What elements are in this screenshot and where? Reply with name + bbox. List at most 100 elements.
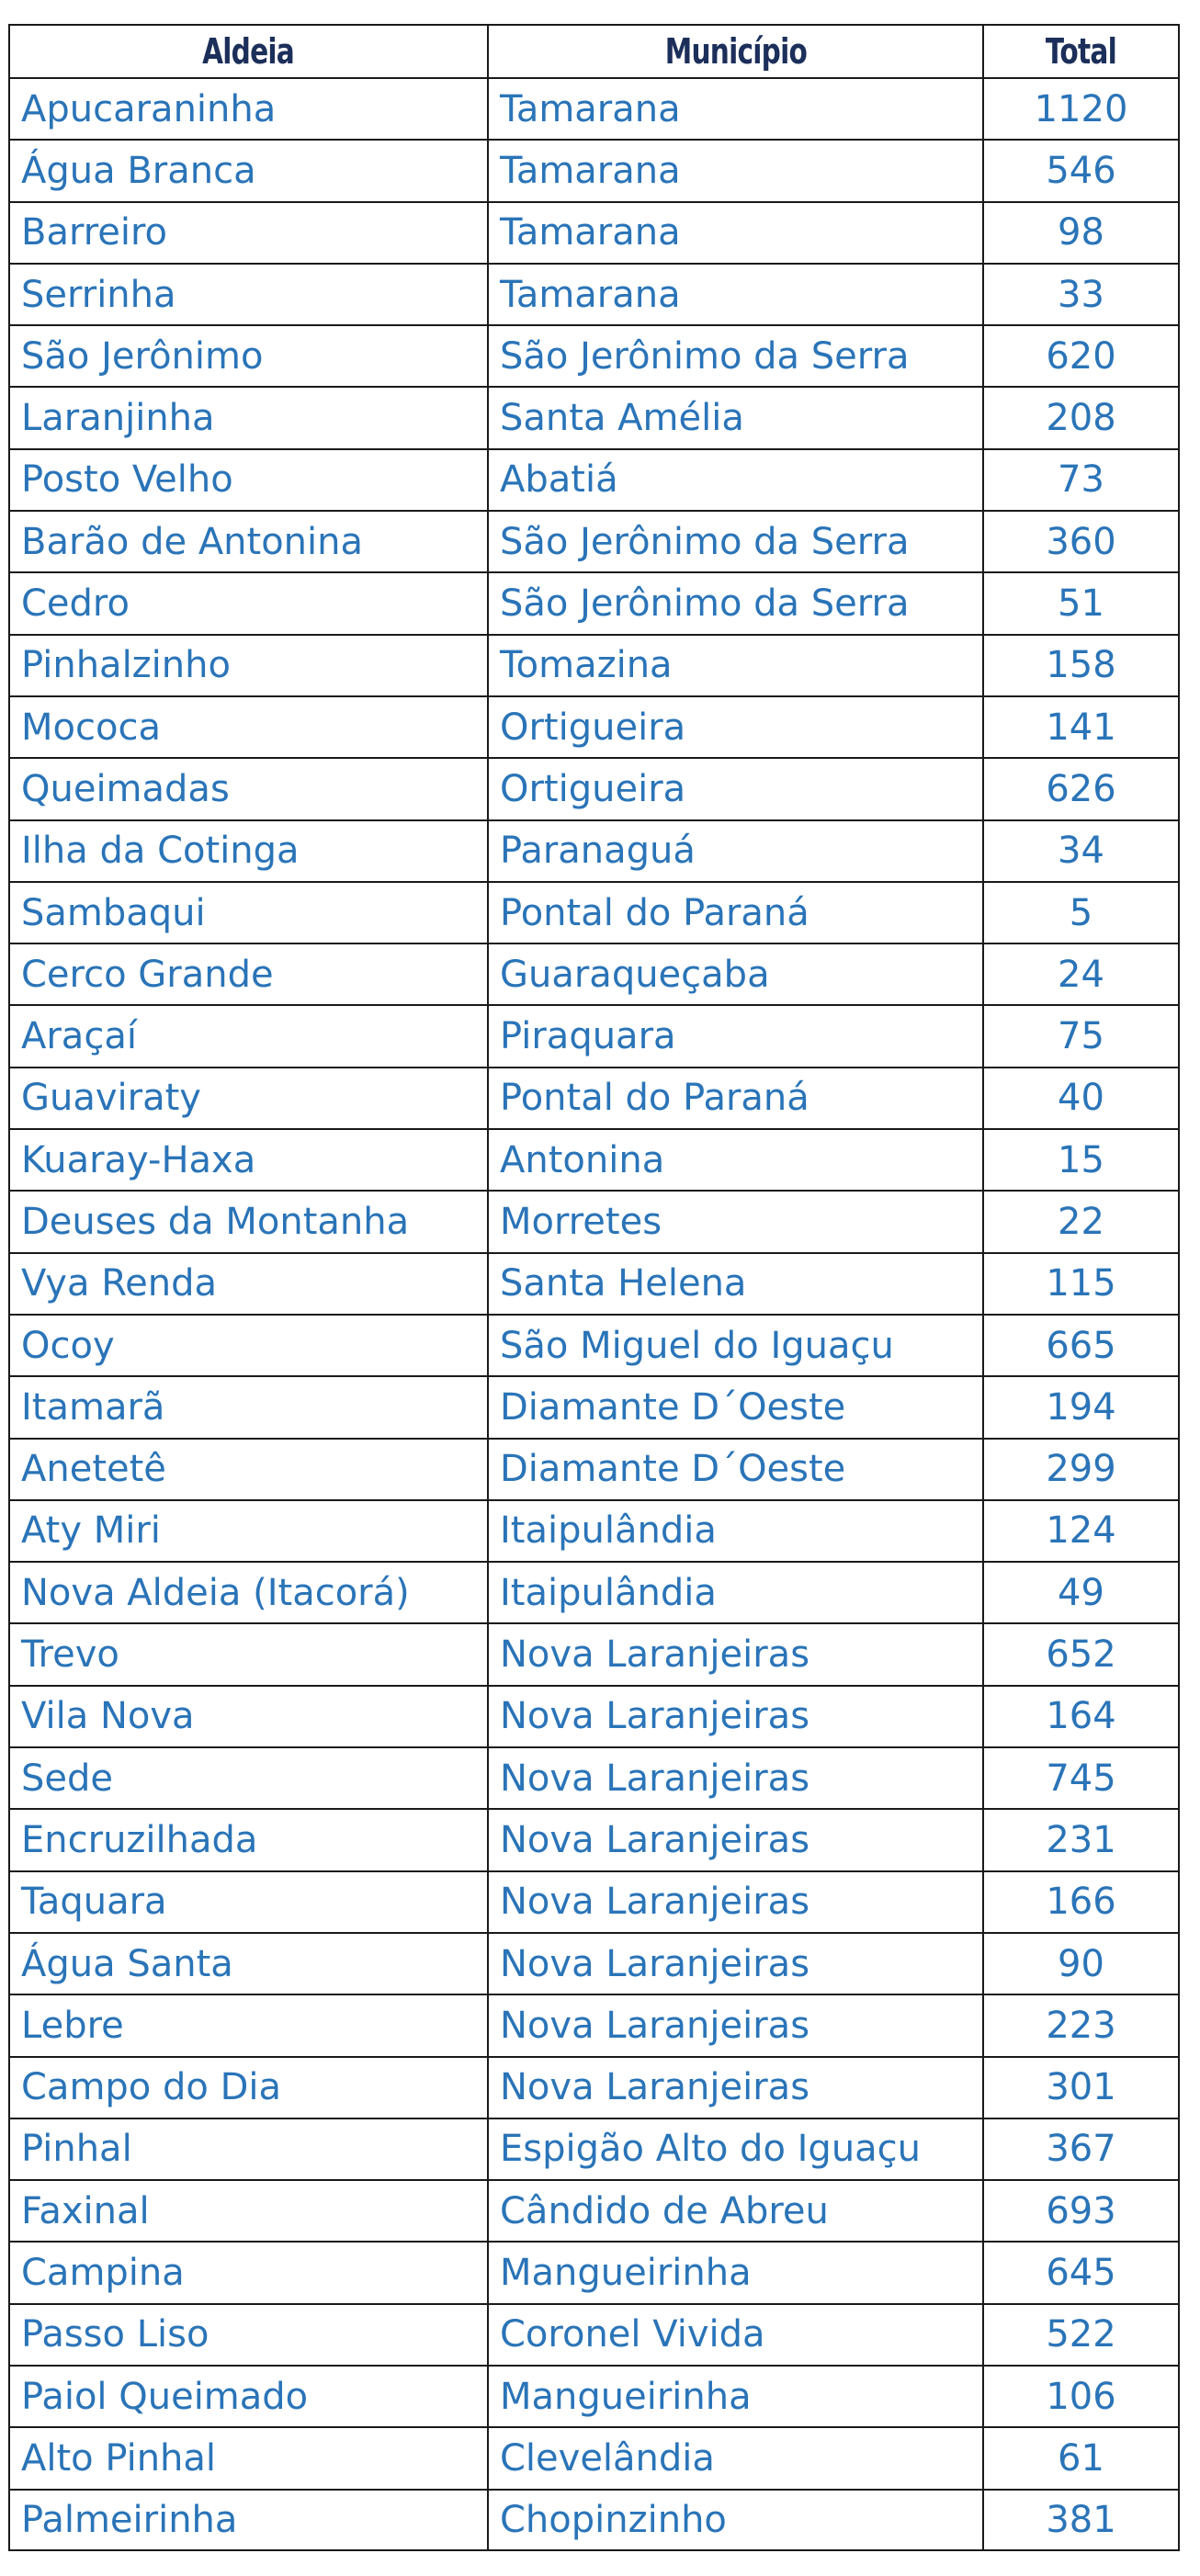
cell-aldeia: Deuses da Montanha [8,1190,489,1254]
table-row: Taquara Nova Laranjeiras 166 [8,1870,1180,1934]
cell-aldeia: Passo Liso [8,2302,489,2367]
cell-total: 61 [982,2426,1180,2491]
cell-aldeia: Posto Velho [8,447,489,513]
header-municipio: Município [487,24,984,79]
cell-aldeia: Guaviraty [8,1066,489,1131]
cell-municipio: Diamante D´Oeste [487,1437,984,1501]
cell-total: 158 [982,633,1180,697]
cell-municipio: Ortigueira [487,695,984,760]
table-row: Vila Nova Nova Laranjeiras 164 [8,1684,1180,1749]
cell-municipio: Guaraqueçaba [487,943,984,1007]
table-row: Araçaí Piraquara 75 [8,1004,1180,1068]
cell-aldeia: Vya Renda [8,1251,489,1316]
cell-municipio: Santa Amélia [487,386,984,450]
cell-municipio: Nova Laranjeiras [487,1808,984,1872]
table-row: Passo Liso Coronel Vivida 522 [8,2302,1180,2367]
cell-total: 522 [982,2302,1180,2367]
cell-total: 164 [982,1684,1180,1749]
cell-aldeia: Pinhalzinho [8,633,489,697]
cell-municipio: São Miguel do Iguaçu [487,1313,984,1378]
table-row: Paiol Queimado Mangueirinha 106 [8,2364,1180,2429]
cell-municipio: Nova Laranjeiras [487,1931,984,1996]
table-header-row: Aldeia Município Total [8,24,1180,79]
cell-aldeia: Palmeirinha [8,2488,489,2552]
table-row: Barão de Antonina São Jerônimo da Serra 36… [8,510,1180,574]
cell-total: 73 [982,447,1180,513]
cell-aldeia: Barreiro [8,200,489,265]
cell-total: 693 [982,2179,1180,2243]
cell-aldeia: Lebre [8,1994,489,2058]
cell-total: 51 [982,571,1180,636]
cell-aldeia: Nova Aldeia (Itacorá) [8,1561,489,1625]
cell-aldeia: Apucaraninha [8,76,489,141]
cell-aldeia: Vila Nova [8,1684,489,1749]
table-row: Queimadas Ortigueira 626 [8,757,1180,821]
cell-total: 620 [982,324,1180,389]
table-row: Campo do Dia Nova Laranjeiras 301 [8,2055,1180,2119]
cell-aldeia: Taquara [8,1870,489,1934]
cell-aldeia: Encruzilhada [8,1808,489,1872]
table-row: Alto Pinhal Clevelândia 61 [8,2426,1180,2491]
table-row: Apucaraninha Tamarana 1120 [8,76,1180,141]
cell-municipio: Mangueirinha [487,2241,984,2305]
table-row: Deuses da Montanha Morretes 22 [8,1190,1180,1254]
cell-municipio: Pontal do Paraná [487,1066,984,1131]
cell-total: 34 [982,819,1180,883]
table-row: Cedro São Jerônimo da Serra 51 [8,571,1180,636]
cell-aldeia: Água Santa [8,1931,489,1996]
cell-municipio: Nova Laranjeiras [487,1870,984,1934]
cell-aldeia: Pinhal [8,2117,489,2182]
table-row: Vya Renda Santa Helena 115 [8,1251,1180,1316]
cell-total: 98 [982,200,1180,265]
cell-municipio: Coronel Vivida [487,2302,984,2367]
table-row: Campina Mangueirinha 645 [8,2241,1180,2305]
table-row: Pinhalzinho Tomazina 158 [8,633,1180,697]
cell-aldeia: Paiol Queimado [8,2364,489,2429]
cell-municipio: Itaipulândia [487,1561,984,1625]
table-row: Palmeirinha Chopinzinho 381 [8,2488,1180,2552]
cell-aldeia: Anetetê [8,1437,489,1501]
cell-aldeia: Sambaqui [8,880,489,945]
cell-municipio: Pontal do Paraná [487,880,984,945]
cell-total: 381 [982,2488,1180,2552]
table-row: Kuaray-Haxa Antonina 15 [8,1128,1180,1192]
cell-total: 360 [982,510,1180,574]
cell-municipio: Espigão Alto do Iguaçu [487,2117,984,2182]
cell-aldeia: Água Branca [8,139,489,203]
cell-municipio: Tomazina [487,633,984,697]
cell-total: 40 [982,1066,1180,1131]
cell-municipio: Ortigueira [487,757,984,821]
cell-municipio: Chopinzinho [487,2488,984,2552]
aldeias-table: Aldeia Município Total Apucaraninha Tamar… [8,24,1180,2552]
cell-aldeia: Barão de Antonina [8,510,489,574]
cell-municipio: Nova Laranjeiras [487,1622,984,1687]
table-row: Água Branca Tamarana 546 [8,139,1180,203]
cell-total: 546 [982,139,1180,203]
table-row: Nova Aldeia (Itacorá) Itaipulândia 49 [8,1561,1180,1625]
cell-total: 231 [982,1808,1180,1872]
table-row: Ilha da Cotinga Paranaguá 34 [8,819,1180,883]
cell-total: 745 [982,1746,1180,1811]
cell-aldeia: Laranjinha [8,386,489,450]
cell-aldeia: Cerco Grande [8,943,489,1007]
table-row: Anetetê Diamante D´Oeste 299 [8,1437,1180,1501]
cell-municipio: Tamarana [487,262,984,327]
cell-total: 5 [982,880,1180,945]
cell-municipio: Nova Laranjeiras [487,2055,984,2119]
cell-municipio: Antonina [487,1128,984,1192]
cell-total: 645 [982,2241,1180,2305]
cell-total: 75 [982,1004,1180,1068]
table-row: Sede Nova Laranjeiras 745 [8,1746,1180,1811]
cell-aldeia: Ilha da Cotinga [8,819,489,883]
header-total: Total [982,24,1180,79]
cell-total: 1120 [982,76,1180,141]
cell-municipio: Diamante D´Oeste [487,1375,984,1440]
cell-aldeia: Cedro [8,571,489,636]
table-row: Ocoy São Miguel do Iguaçu 665 [8,1313,1180,1378]
table-row: Trevo Nova Laranjeiras 652 [8,1622,1180,1687]
cell-total: 141 [982,695,1180,760]
table-row: Posto Velho Abatiá 73 [8,447,1180,513]
cell-municipio: Abatiá [487,447,984,513]
table-row: Guaviraty Pontal do Paraná 40 [8,1066,1180,1131]
cell-municipio: Santa Helena [487,1251,984,1316]
